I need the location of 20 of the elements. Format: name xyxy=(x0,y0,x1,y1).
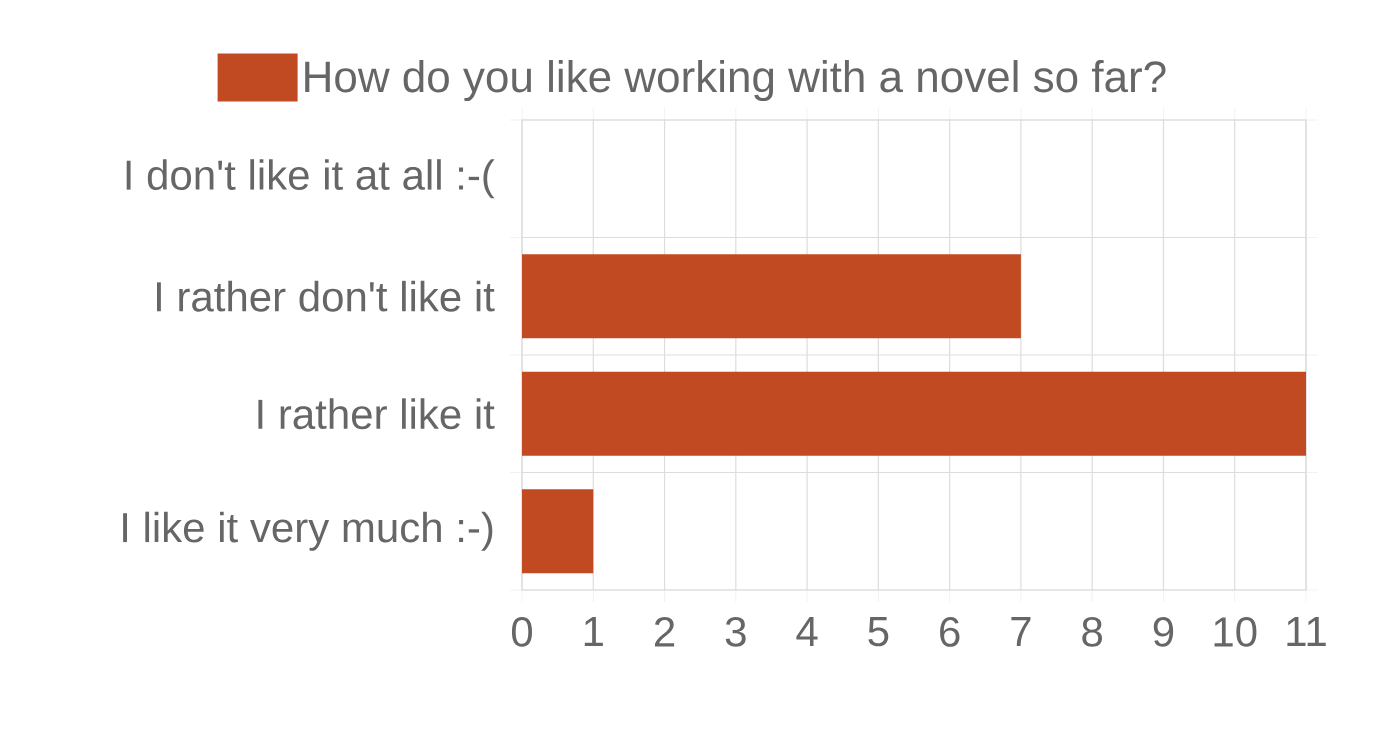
bar xyxy=(522,254,1021,339)
x-tick-label: 0 xyxy=(511,617,533,647)
x-tick-label: 2 xyxy=(654,617,675,647)
x-tick-label: 4 xyxy=(796,617,818,646)
x-tick-label: 9 xyxy=(1153,617,1174,647)
x-tick-label: 10 xyxy=(1214,617,1257,647)
x-tick-label: 8 xyxy=(1082,617,1103,647)
y-tick-label: I like it very much :-) xyxy=(123,511,493,551)
bar xyxy=(522,489,594,574)
y-tick-label: I rather like it xyxy=(258,398,495,430)
bar xyxy=(522,371,1306,456)
x-tick-label: 3 xyxy=(725,617,746,647)
x-tick-label: 5 xyxy=(868,617,889,647)
y-tick-label: I don't like it at all :-( xyxy=(126,159,495,199)
x-tick-label: 1 xyxy=(584,617,603,646)
x-tick-label: 6 xyxy=(940,617,960,647)
x-tick-label: 11 xyxy=(1287,617,1326,646)
legend-label: How do you like working with a novel so far? xyxy=(305,60,1166,102)
x-tick-label: 7 xyxy=(1011,617,1031,646)
y-tick-label: I rather don't like it xyxy=(156,280,495,312)
